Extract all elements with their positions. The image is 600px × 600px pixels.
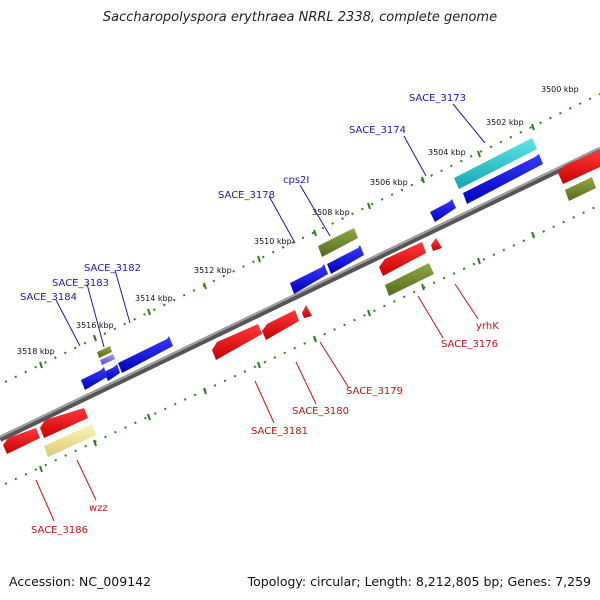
tick-label: 3512 kbp [194, 266, 232, 275]
gene-arrow [431, 238, 442, 251]
gene-label: SACE_3179 [346, 386, 403, 397]
gene-label: SACE_3184 [20, 292, 77, 303]
tick-label: 3502 kbp [486, 118, 524, 127]
gene-arrow [81, 367, 107, 390]
gene-arrow [262, 310, 299, 340]
tick-label: 3514 kbp [135, 294, 173, 303]
gene-arrow [118, 336, 173, 373]
gene-label: SACE_3181 [251, 426, 308, 437]
tick-label: 3516 kbp [76, 321, 114, 330]
gene-label: SACE_3176 [441, 339, 498, 350]
gene-label: wzz [89, 503, 108, 514]
gene-arrow [385, 263, 434, 296]
genome-backbone [0, 147, 600, 442]
gene-arrow [454, 138, 537, 189]
gene-arrow [318, 228, 358, 257]
gene-arrow [430, 199, 456, 222]
gene-label: SACE_3173 [409, 93, 466, 104]
gene-label: SACE_3180 [292, 406, 349, 417]
gene-arrow [3, 428, 40, 454]
gene-arrow [379, 242, 426, 276]
gene-label: yrhK [476, 321, 499, 332]
gene-arrow [40, 408, 88, 438]
gene-arrow [290, 264, 328, 294]
reverse-genes [3, 150, 600, 457]
gene-label: SACE_3178 [218, 190, 275, 201]
genome-summary-text: Topology: circular; Length: 8,212,805 bp… [247, 574, 591, 589]
tick-label: 3518 kbp [17, 347, 55, 356]
gene-arrow [97, 346, 112, 358]
gene-arrow [463, 154, 543, 204]
tick-label: 3506 kbp [370, 178, 408, 187]
gene-label: SACE_3183 [52, 278, 109, 289]
major-ticks [39, 123, 535, 473]
gene-arrow [104, 364, 120, 381]
gene-arrow [302, 305, 312, 318]
tick-label: 3504 kbp [428, 148, 466, 157]
tick-label: 3510 kbp [254, 237, 292, 246]
gene-label: cps2I [283, 175, 309, 186]
gene-arrow [100, 354, 115, 365]
gene-arrow [327, 245, 364, 274]
tick-label: 3508 kbp [312, 208, 350, 217]
gene-arrow [44, 424, 96, 457]
gene-arrow [565, 177, 596, 201]
forward-genes [81, 138, 543, 390]
map-title: Saccharopolyspora erythraea NRRL 2338, c… [102, 10, 498, 25]
gene-arrow [558, 150, 600, 184]
gene-arrow [212, 324, 262, 360]
gene-label: SACE_3182 [84, 263, 141, 274]
accession-text: Accession: NC_009142 [9, 574, 152, 589]
gene-label: SACE_3186 [31, 525, 88, 536]
tick-label: 3500 kbp [541, 85, 579, 94]
gene-label: SACE_3174 [349, 125, 406, 136]
outer-tick-rail [4, 93, 600, 383]
